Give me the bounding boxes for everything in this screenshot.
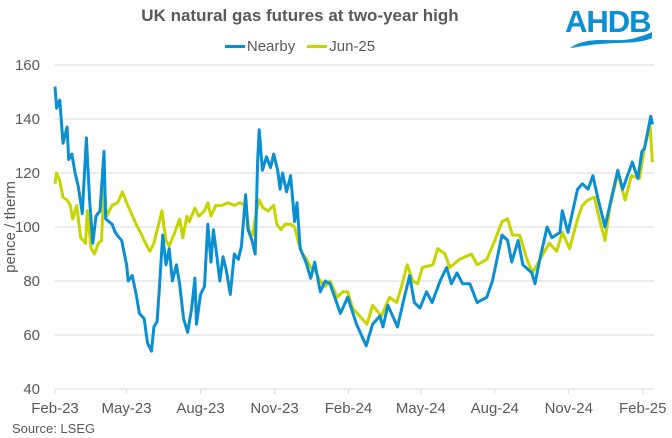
x-tick-label: Aug-24 <box>471 400 519 417</box>
legend-label-nearby: Nearby <box>246 38 296 55</box>
x-tick-label: Feb-25 <box>619 400 667 417</box>
legend-item-nearby: Nearby <box>224 38 296 55</box>
ahdb-logo: AHDB <box>560 4 655 50</box>
legend-swatch-nearby <box>224 45 245 48</box>
y-tick-label: 40 <box>23 381 40 398</box>
x-tick-label: Aug-23 <box>176 400 224 417</box>
legend-item-jun25: Jun-25 <box>307 38 375 55</box>
chart-title: UK natural gas futures at two-year high <box>141 6 459 25</box>
x-tick-label: Nov-23 <box>250 400 298 417</box>
legend-swatch-jun25 <box>307 45 328 48</box>
y-tick-label: 140 <box>15 111 40 128</box>
series-line-nearby <box>53 86 654 353</box>
legend: Nearby Jun-25 <box>0 38 600 55</box>
y-tick-label: 100 <box>15 219 40 236</box>
y-tick-label: 120 <box>15 165 40 182</box>
x-tick-label: Feb-24 <box>325 400 373 417</box>
logo-wave-icon <box>570 32 652 48</box>
x-tick-label: Nov-24 <box>545 400 593 417</box>
x-tick-label: May-23 <box>102 400 152 417</box>
series-line-jun-25 <box>53 122 654 326</box>
y-tick-label: 160 <box>15 57 40 74</box>
source-note: Source: LSEG <box>12 421 96 436</box>
x-tick-label: May-24 <box>396 400 446 417</box>
y-tick-label: 80 <box>23 273 40 290</box>
y-tick-label: 60 <box>23 327 40 344</box>
logo-text: AHDB <box>565 4 652 39</box>
y-axis-title: pence / therm <box>2 181 19 273</box>
x-tick-label: Feb-23 <box>31 400 79 417</box>
legend-label-jun25: Jun-25 <box>329 38 376 55</box>
